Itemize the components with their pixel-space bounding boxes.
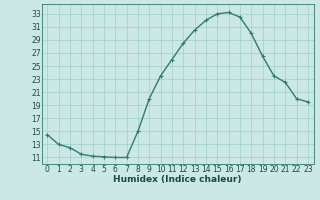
X-axis label: Humidex (Indice chaleur): Humidex (Indice chaleur): [113, 175, 242, 184]
